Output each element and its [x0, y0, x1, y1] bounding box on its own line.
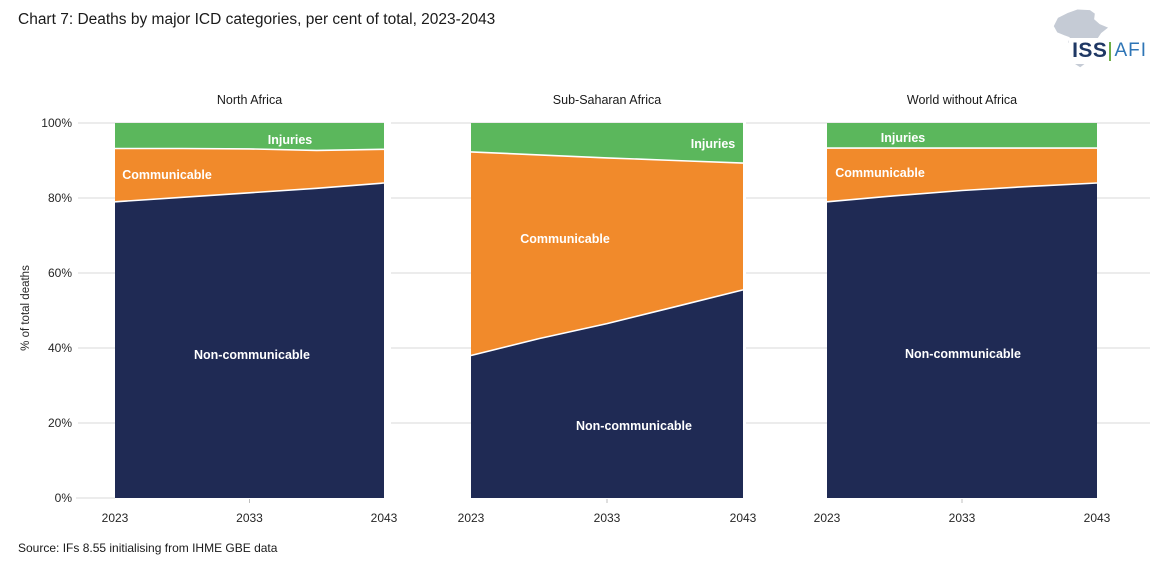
area-label-sub-saharan-africa-communicable: Communicable: [520, 232, 610, 246]
x-tick-label-sub-saharan-africa-2023: 2023: [457, 511, 485, 525]
logo-afi-label: AFI: [1114, 40, 1147, 61]
area-label-sub-saharan-africa-injuries: Injuries: [690, 137, 736, 151]
area-label-north-africa-injuries: Injuries: [267, 133, 313, 147]
area-north-africa-non-communicable: [115, 183, 384, 498]
area-sub-saharan-africa-non-communicable: [471, 289, 743, 498]
y-tick-label-0pct: 0%: [54, 491, 72, 505]
y-tick-label-20pct: 20%: [47, 416, 72, 430]
boundary-north-africa-comm-inj: [115, 147, 385, 152]
x-tick-label-north-africa-2043: 2043: [370, 511, 398, 525]
logo-text: ISS AFI: [1069, 38, 1149, 64]
area-world-without-africa-non-communicable: [827, 183, 1097, 498]
x-tick-label-sub-saharan-africa-2043: 2043: [729, 511, 757, 525]
y-tick-label-80pct: 80%: [47, 191, 72, 205]
x-tick-label-world-without-africa-2033: 2033: [948, 511, 976, 525]
chart-title: Chart 7: Deaths by major ICD categories,…: [18, 11, 496, 28]
x-tick-label-world-without-africa-2043: 2043: [1083, 511, 1111, 525]
area-label-world-without-africa-injuries: Injuries: [880, 131, 926, 145]
area-north-africa-injuries: [115, 123, 384, 151]
iss-afi-logo: ISS AFI: [1045, 5, 1149, 71]
y-tick-label-60pct: 60%: [47, 266, 72, 280]
area-label-sub-saharan-africa-non-communicable: Non-communicable: [576, 419, 692, 433]
logo-iss-label: ISS: [1072, 39, 1108, 62]
area-sub-saharan-africa-injuries: [471, 123, 743, 164]
source-note: Source: IFs 8.55 initialising from IHME …: [18, 541, 278, 555]
x-tick-label-north-africa-2033: 2033: [236, 511, 263, 525]
panel-title-world-without-africa: World without Africa: [906, 93, 1018, 107]
area-label-north-africa-communicable: Communicable: [122, 168, 212, 182]
area-world-without-africa-injuries: [827, 123, 1097, 149]
boundary-world-without-africa-nc-comm: [826, 182, 1098, 203]
area-sub-saharan-africa-communicable: [471, 151, 743, 356]
y-tick-label-40pct: 40%: [47, 341, 72, 355]
area-label-world-without-africa-communicable: Communicable: [835, 166, 925, 180]
area-north-africa-communicable: [115, 148, 384, 202]
area-label-north-africa-non-communicable: Non-communicable: [194, 348, 310, 362]
area-label-world-without-africa-non-communicable: Non-communicable: [905, 347, 1021, 361]
x-tick-label-north-africa-2023: 2023: [101, 511, 129, 525]
x-tick-label-world-without-africa-2023: 2023: [813, 511, 841, 525]
boundary-sub-saharan-africa-comm-inj: [470, 151, 744, 164]
logo-separator: [1109, 41, 1112, 61]
panel-title-sub-saharan-africa: Sub-Saharan Africa: [552, 93, 662, 107]
boundary-north-africa-nc-comm: [114, 182, 385, 203]
x-tick-label-sub-saharan-africa-2033: 2033: [593, 511, 621, 525]
y-tick-label-100pct: 100%: [41, 116, 72, 130]
area-world-without-africa-communicable: [827, 148, 1097, 202]
boundary-sub-saharan-africa-nc-comm: [470, 289, 744, 357]
panel-title-north-africa: North Africa: [216, 93, 283, 107]
